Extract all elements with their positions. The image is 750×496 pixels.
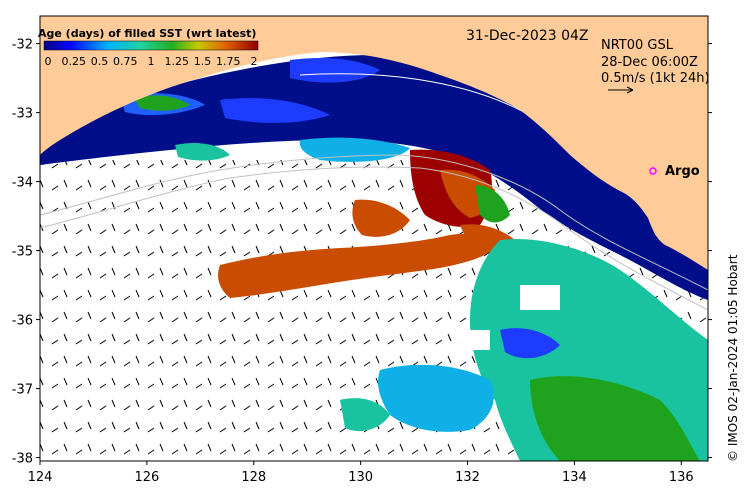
colorbar-tick-label: 2 — [251, 55, 258, 68]
colorbar-tick-label: 1 — [148, 55, 155, 68]
y-axis: -32 -33 -34 -35 -36 -37 -38 — [12, 38, 712, 467]
colorbar-title: Age (days) of filled SST (wrt latest) — [38, 27, 256, 40]
colorbar-gradient — [43, 40, 259, 51]
scale-arrow-icon — [608, 86, 634, 94]
cyan-patch — [299, 137, 410, 162]
green-patch — [135, 95, 190, 111]
y-tick-label: -36 — [12, 314, 33, 329]
x-axis: 124 126 128 130 132 134 136 — [28, 461, 694, 485]
cloud-gap — [520, 285, 560, 310]
teal-patch — [175, 143, 230, 161]
y-tick-label: -32 — [12, 38, 33, 53]
scale-label: 0.5m/s (1kt 24h) — [601, 71, 710, 86]
y-tick-label: -34 — [12, 176, 33, 191]
colorbar-tick-label: 1.75 — [216, 55, 241, 68]
cloud-gap — [460, 330, 490, 350]
y-tick-label: -37 — [12, 383, 33, 398]
colorbar-tick-label: 0.5 — [91, 55, 109, 68]
colorbar-tick-label: 1.5 — [194, 55, 212, 68]
blue-patch — [220, 98, 330, 123]
product-name: NRT00 GSL — [601, 38, 674, 53]
land-australia — [40, 16, 708, 270]
y-tick-label: -38 — [12, 452, 33, 467]
x-tick-label: 128 — [241, 470, 266, 485]
blue-region — [500, 328, 560, 359]
argo-marker-icon[interactable] — [649, 167, 657, 175]
x-tick-label: 124 — [28, 470, 53, 485]
x-tick-label: 126 — [134, 470, 159, 485]
isobath-line — [40, 154, 708, 291]
x-tick-label: 132 — [455, 470, 480, 485]
colorbar-tick-label: 1.25 — [165, 55, 190, 68]
colorbar-ticks: 0 0.25 0.5 0.75 1 1.25 1.5 1.75 2 — [45, 55, 258, 68]
orange-band — [218, 233, 500, 298]
colorbar-tick-label: 0 — [45, 55, 52, 68]
plot-frame — [39, 15, 709, 462]
argo-label: Argo — [665, 164, 700, 179]
y-tick-label: -35 — [12, 245, 33, 260]
cyan-region — [378, 364, 494, 432]
map-plot-area — [40, 16, 708, 461]
colorbar-tick-label: 0.25 — [62, 55, 87, 68]
isobath-line — [40, 166, 708, 311]
green-stale-patch — [475, 185, 510, 223]
x-tick-label: 134 — [562, 470, 587, 485]
y-tick-label: -33 — [12, 107, 33, 122]
colorbar-tick-label: 0.75 — [113, 55, 138, 68]
blue-patch — [290, 58, 380, 83]
credit-text: © IMOS 02-Jan-2024 01:05 Hobart — [726, 254, 740, 462]
date-label: 31-Dec-2023 04Z — [466, 28, 589, 44]
orange-band — [352, 199, 410, 237]
x-tick-label: 130 — [348, 470, 373, 485]
green-region — [530, 376, 700, 461]
teal-region — [340, 398, 390, 432]
product-time: 28-Dec 06:00Z — [601, 55, 698, 70]
x-tick-label: 136 — [669, 470, 694, 485]
